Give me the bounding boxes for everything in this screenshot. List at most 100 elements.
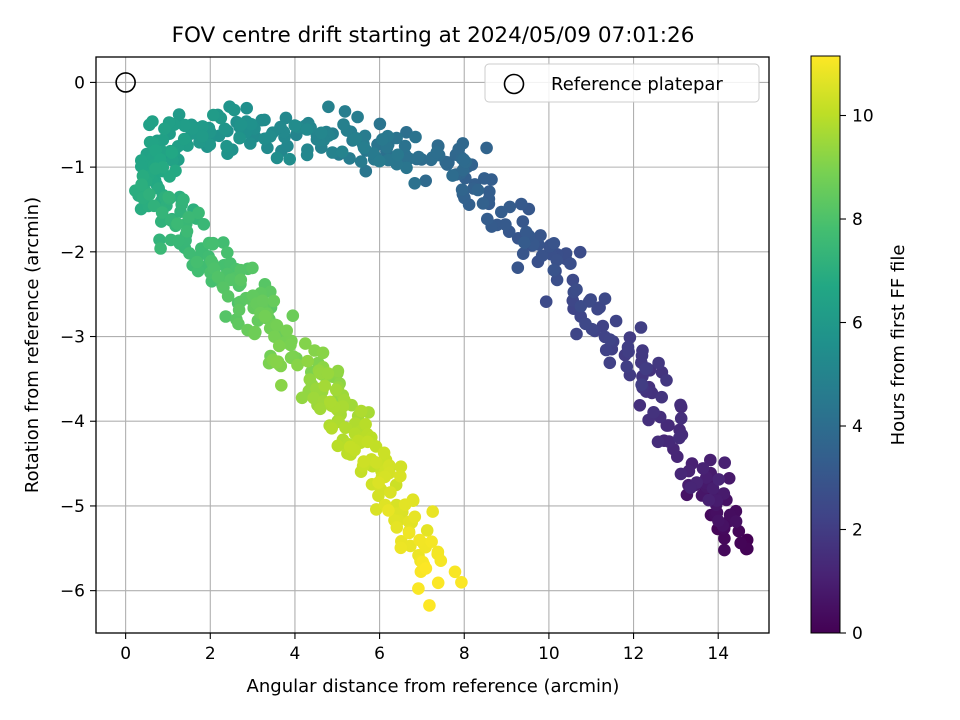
data-point (135, 178, 148, 191)
data-point (651, 435, 665, 449)
data-point (155, 206, 169, 219)
data-point (337, 118, 350, 131)
data-point (234, 263, 248, 277)
data-point (256, 294, 269, 308)
data-point (457, 153, 470, 166)
data-point (547, 263, 561, 277)
data-point (270, 319, 284, 332)
data-point (165, 146, 179, 159)
data-point (734, 536, 747, 550)
plot-frame (95, 56, 770, 634)
data-point (550, 273, 564, 287)
data-point (481, 212, 494, 226)
data-point (518, 236, 531, 249)
data-point (413, 533, 426, 547)
data-point (146, 115, 159, 128)
data-point (635, 349, 649, 362)
data-point (635, 378, 648, 392)
data-point (382, 504, 395, 517)
x-tick-label: 14 (707, 644, 729, 664)
data-point (372, 476, 385, 489)
data-point (448, 565, 462, 579)
data-point (704, 453, 717, 467)
data-point (391, 148, 405, 162)
data-point (539, 295, 553, 309)
data-point (240, 101, 253, 115)
data-point (158, 122, 171, 136)
x-tick-label: 12 (623, 644, 645, 664)
x-tick-label: 4 (290, 644, 301, 664)
data-point (706, 482, 720, 495)
data-point (384, 486, 397, 499)
data-point (291, 358, 304, 372)
y-tick-label: −2 (60, 243, 85, 263)
data-point (234, 118, 248, 131)
data-point (452, 142, 466, 156)
data-point (326, 146, 339, 159)
data-point (455, 183, 469, 196)
data-point (426, 505, 440, 518)
data-point (318, 379, 332, 393)
data-point (359, 164, 373, 178)
data-point (652, 356, 665, 370)
data-point (622, 345, 635, 359)
y-tick-label: −6 (60, 582, 85, 602)
data-point (404, 539, 417, 553)
data-point (547, 237, 561, 250)
data-point (722, 472, 736, 485)
colorbar-ticks: 0 2 4 6 8 10 (840, 107, 874, 644)
data-point (655, 390, 668, 404)
data-point (434, 554, 448, 567)
data-point (172, 234, 185, 247)
colorbar-tick-label: 2 (852, 521, 863, 541)
data-point (495, 205, 508, 219)
data-point (162, 190, 175, 204)
data-point (233, 131, 246, 145)
data-point (425, 535, 438, 548)
data-point (370, 456, 383, 469)
data-point (376, 133, 389, 146)
data-point (267, 294, 281, 308)
data-point (343, 440, 357, 454)
data-point (660, 374, 673, 387)
data-point (244, 117, 258, 131)
data-point (674, 398, 687, 412)
data-point (566, 273, 580, 287)
data-point (718, 456, 731, 470)
data-point (499, 218, 512, 231)
data-point (190, 255, 204, 269)
data-point (696, 462, 710, 475)
data-point (573, 245, 587, 259)
colorbar-tick-label: 0 (852, 624, 863, 644)
data-point (515, 197, 528, 211)
data-point (284, 338, 297, 352)
data-point (718, 543, 731, 557)
data-point (419, 562, 433, 575)
data-point (196, 129, 209, 143)
colorbar-tick-label: 4 (852, 417, 863, 437)
data-point (325, 422, 339, 435)
data-point (280, 324, 294, 338)
data-point (351, 110, 364, 124)
data-point (455, 576, 468, 589)
data-point (221, 246, 234, 259)
data-point (373, 154, 386, 168)
legend-marker (503, 73, 525, 95)
data-point (207, 108, 220, 122)
data-point (244, 137, 257, 150)
data-point (155, 215, 168, 228)
data-point (329, 383, 343, 397)
data-point (599, 343, 613, 357)
data-point (154, 242, 167, 255)
data-point (603, 333, 617, 346)
data-point (248, 327, 261, 341)
data-point (673, 431, 686, 445)
data-point (361, 435, 375, 449)
colorbar (810, 55, 841, 634)
data-point (620, 360, 634, 373)
data-point (183, 247, 196, 260)
data-point (224, 273, 238, 287)
data-point (550, 253, 564, 267)
data-point (729, 515, 743, 528)
data-point (674, 412, 688, 425)
